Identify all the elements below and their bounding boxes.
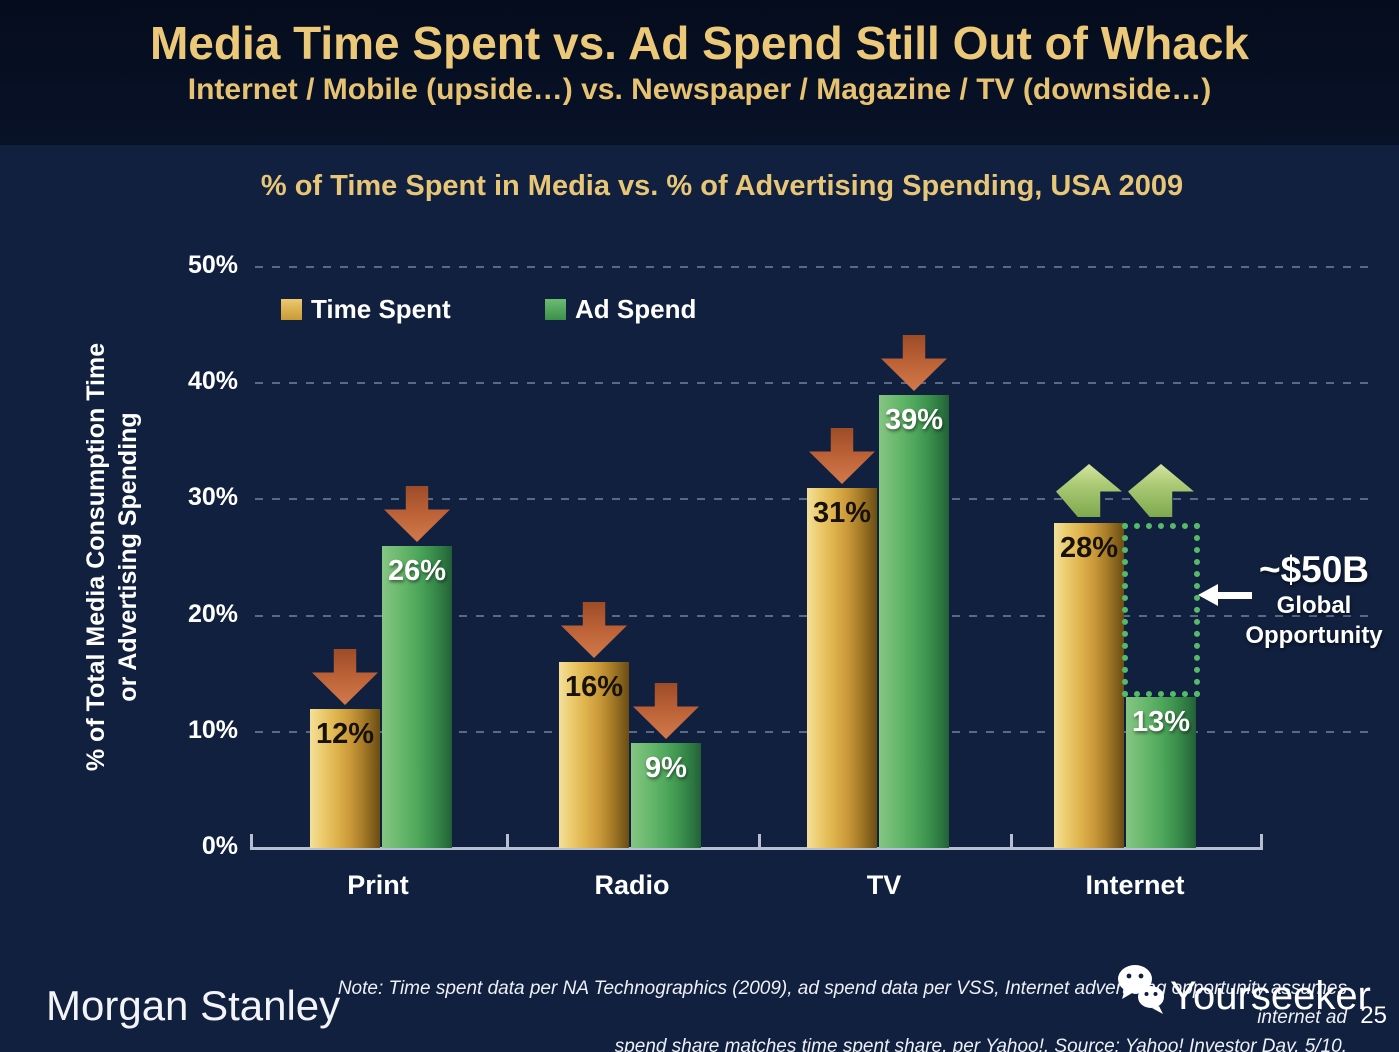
opportunity-value: ~$50B bbox=[1258, 549, 1370, 590]
x-axis-tick-1 bbox=[506, 834, 509, 847]
source-note-line1: Note: Time spent data per NA Technograph… bbox=[337, 978, 1347, 1028]
bar-ad-spend-radio: 9% bbox=[631, 743, 701, 848]
y-tick-label-10: 10% bbox=[187, 715, 238, 744]
opportunity-label-line2: Opportunity bbox=[1245, 622, 1383, 649]
legend-label-time-spent: Time Spent bbox=[311, 294, 451, 324]
bar-ad-spend-internet: 13% bbox=[1126, 697, 1196, 848]
source-note: Note: Time spent data per NA Technograph… bbox=[287, 974, 1347, 1052]
watermark-text: Yourseeker bbox=[1170, 974, 1371, 1018]
legend-item-time-spent: Time Spent bbox=[281, 294, 451, 325]
legend-swatch-gold bbox=[281, 299, 302, 320]
x-axis-line bbox=[250, 847, 1263, 850]
bar-ad-spend-tv: 39% bbox=[879, 395, 949, 848]
down-arrow-icon bbox=[561, 602, 627, 658]
x-category-label-radio: Radio bbox=[594, 870, 670, 900]
slide-subtitle: Internet / Mobile (upside…) vs. Newspape… bbox=[187, 73, 1212, 106]
slide-title: Media Time Spent vs. Ad Spend Still Out … bbox=[149, 17, 1250, 69]
x-category-label-print: Print bbox=[347, 870, 409, 900]
opportunity-annotation: ~$50B Global Opportunity bbox=[1236, 549, 1392, 651]
left-arrow-icon bbox=[1198, 584, 1252, 606]
watermark: Yourseeker bbox=[1114, 962, 1371, 1019]
y-tick-label-30: 30% bbox=[187, 483, 238, 512]
down-arrow-icon bbox=[809, 428, 875, 484]
bar-value-label: 9% bbox=[645, 752, 687, 784]
y-tick-label-20: 20% bbox=[187, 599, 238, 628]
x-category-label-internet: Internet bbox=[1085, 870, 1185, 900]
wechat-icon bbox=[1118, 965, 1164, 1014]
down-arrow-icon bbox=[312, 649, 378, 705]
bar-value-label: 16% bbox=[564, 671, 624, 703]
x-axis-tick-2 bbox=[758, 834, 761, 847]
y-tick-label-40: 40% bbox=[187, 367, 238, 396]
bar-value-label: 12% bbox=[315, 718, 375, 750]
y-axis-title: % of Total Media Consumption Time or Adv… bbox=[80, 277, 144, 837]
source-note-line2: spend share matches time spent share, pe… bbox=[614, 1036, 1347, 1052]
bar-value-label: 31% bbox=[812, 497, 872, 529]
y-axis-title-line1: % of Total Media Consumption Time bbox=[82, 342, 110, 772]
slide-header: Media Time Spent vs. Ad Spend Still Out … bbox=[0, 0, 1399, 145]
bar-time-spent-radio: 16% bbox=[559, 662, 629, 848]
opportunity-label-line1: Global bbox=[1276, 592, 1352, 619]
morgan-stanley-logo: Morgan Stanley bbox=[46, 982, 341, 1029]
bar-time-spent-tv: 31% bbox=[807, 488, 877, 848]
bar-value-label: 13% bbox=[1131, 706, 1191, 738]
gridline-40pct bbox=[255, 382, 1375, 385]
up-arrow-icon bbox=[1128, 464, 1194, 517]
page-number: 25 bbox=[1360, 1002, 1387, 1029]
bar-value-label: 39% bbox=[884, 404, 944, 436]
legend-item-ad-spend: Ad Spend bbox=[545, 294, 696, 325]
x-axis-tick-4 bbox=[1260, 834, 1263, 847]
gridline-50pct bbox=[255, 266, 1375, 268]
legend-label-ad-spend: Ad Spend bbox=[575, 294, 697, 324]
bar-ad-spend-print: 26% bbox=[382, 546, 452, 848]
opportunity-dotted-box bbox=[1122, 523, 1200, 697]
bar-value-label: 26% bbox=[387, 555, 447, 587]
y-tick-label-0: 0% bbox=[201, 832, 238, 860]
x-axis-tick-3 bbox=[1010, 834, 1013, 847]
x-axis-tick-0 bbox=[250, 834, 253, 847]
x-category-label-tv: TV bbox=[866, 870, 902, 900]
legend-swatch-green bbox=[545, 299, 566, 320]
bar-value-label: 28% bbox=[1059, 532, 1119, 564]
bar-time-spent-internet: 28% bbox=[1054, 523, 1124, 848]
y-tick-label-50: 50% bbox=[187, 251, 238, 279]
chart-title: % of Time Spent in Media vs. % of Advert… bbox=[260, 170, 1184, 202]
y-axis-title-line2: or Advertising Spending bbox=[114, 412, 142, 702]
up-arrow-icon bbox=[1056, 464, 1122, 517]
bar-time-spent-print: 12% bbox=[310, 709, 380, 848]
down-arrow-icon bbox=[384, 486, 450, 542]
